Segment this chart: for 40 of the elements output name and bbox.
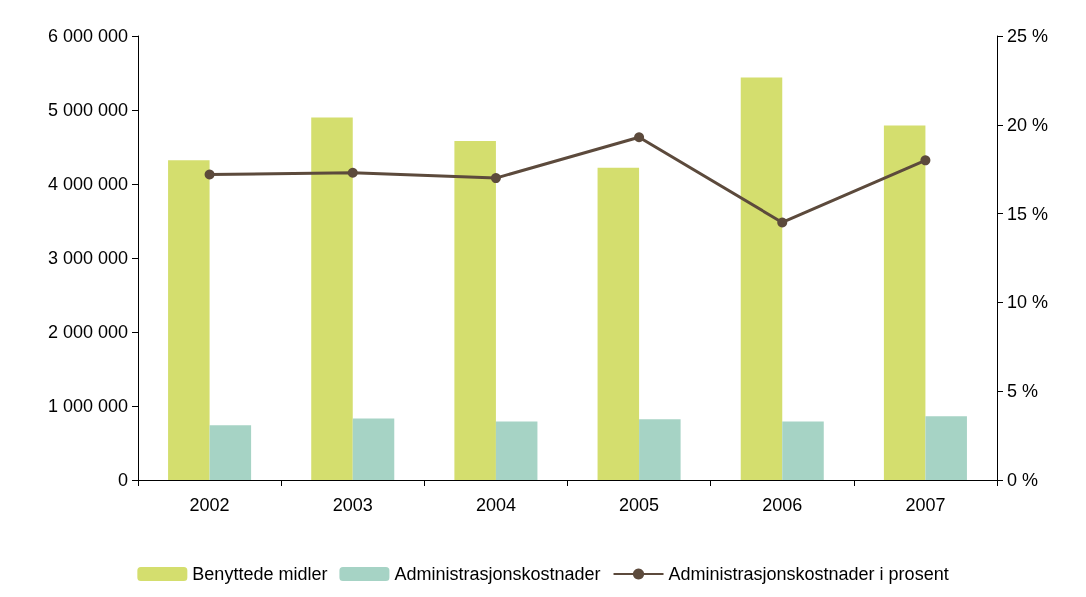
y-tick-label: 1 000 000 (47, 396, 128, 416)
x-tick-label: 2007 (905, 495, 946, 515)
y2-tick-label: 20 % (1007, 114, 1049, 135)
y-tick-label: 4 000 000 (47, 174, 128, 194)
bar (454, 141, 496, 480)
x-tick-label: 2006 (762, 495, 803, 515)
y-tick-label: 5 000 000 (47, 100, 128, 120)
bar (311, 117, 353, 480)
point (920, 155, 931, 166)
bar (740, 77, 783, 480)
bar (168, 160, 210, 480)
x-tick-label: 2004 (475, 495, 516, 515)
legend-label: Administrasjonskostnader i prosent (668, 564, 949, 584)
bar (209, 425, 252, 480)
bar (639, 419, 681, 480)
bar (925, 416, 967, 480)
bar (495, 421, 538, 480)
legend-label: Benyttede midler (192, 564, 328, 584)
bar (352, 418, 395, 480)
legend-label: Administrasjonskostnader (394, 564, 601, 584)
y2-tick-label: 5 % (1007, 381, 1039, 402)
y2-tick-label: 15 % (1007, 203, 1049, 224)
y-tick-label: 2 000 000 (47, 322, 128, 342)
y-tick-label: 6 000 000 (47, 26, 128, 46)
x-tick-label: 2002 (189, 495, 230, 515)
bar (597, 167, 640, 480)
bar (782, 421, 824, 480)
y2-tick-label: 10 % (1007, 292, 1049, 313)
point (490, 173, 501, 184)
y2-tick-label: 0 % (1007, 470, 1039, 490)
x-tick-label: 2005 (619, 495, 660, 515)
point (777, 217, 788, 228)
y-tick-label: 0 (117, 470, 128, 490)
point (347, 167, 358, 178)
point (204, 169, 215, 180)
point (634, 132, 645, 143)
y2-tick-label: 25 % (1007, 26, 1049, 46)
x-tick-label: 2003 (332, 495, 373, 515)
y-tick-label: 3 000 000 (47, 248, 128, 268)
bar (883, 125, 926, 480)
